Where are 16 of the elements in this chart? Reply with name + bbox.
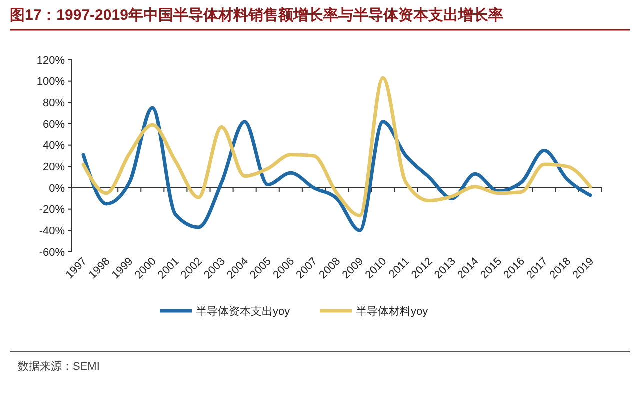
- y-tick-label: 120%: [36, 54, 66, 67]
- line-series: [82, 76, 592, 218]
- y-tick-label: 20%: [42, 162, 66, 174]
- y-tick-label: -40%: [39, 226, 66, 238]
- source-note: 数据来源：SEMI: [18, 360, 100, 373]
- y-tick-label: 40%: [42, 140, 66, 152]
- y-tick-label: 80%: [42, 98, 66, 110]
- line-series: [82, 106, 592, 232]
- y-tick-label: -60%: [39, 246, 66, 259]
- y-tick-label: 100%: [36, 76, 66, 88]
- y-tick-label: 60%: [42, 118, 66, 131]
- legend-label: 半导体资本支出yoy: [196, 304, 291, 318]
- chart-title: 图17：1997-2019年中国半导体材料销售额增长率与半导体资本支出增长率: [10, 6, 504, 24]
- y-tick-label: 0%: [49, 182, 66, 195]
- y-tick-label: -20%: [39, 204, 66, 216]
- legend-label: 半导体材料yoy: [356, 304, 429, 318]
